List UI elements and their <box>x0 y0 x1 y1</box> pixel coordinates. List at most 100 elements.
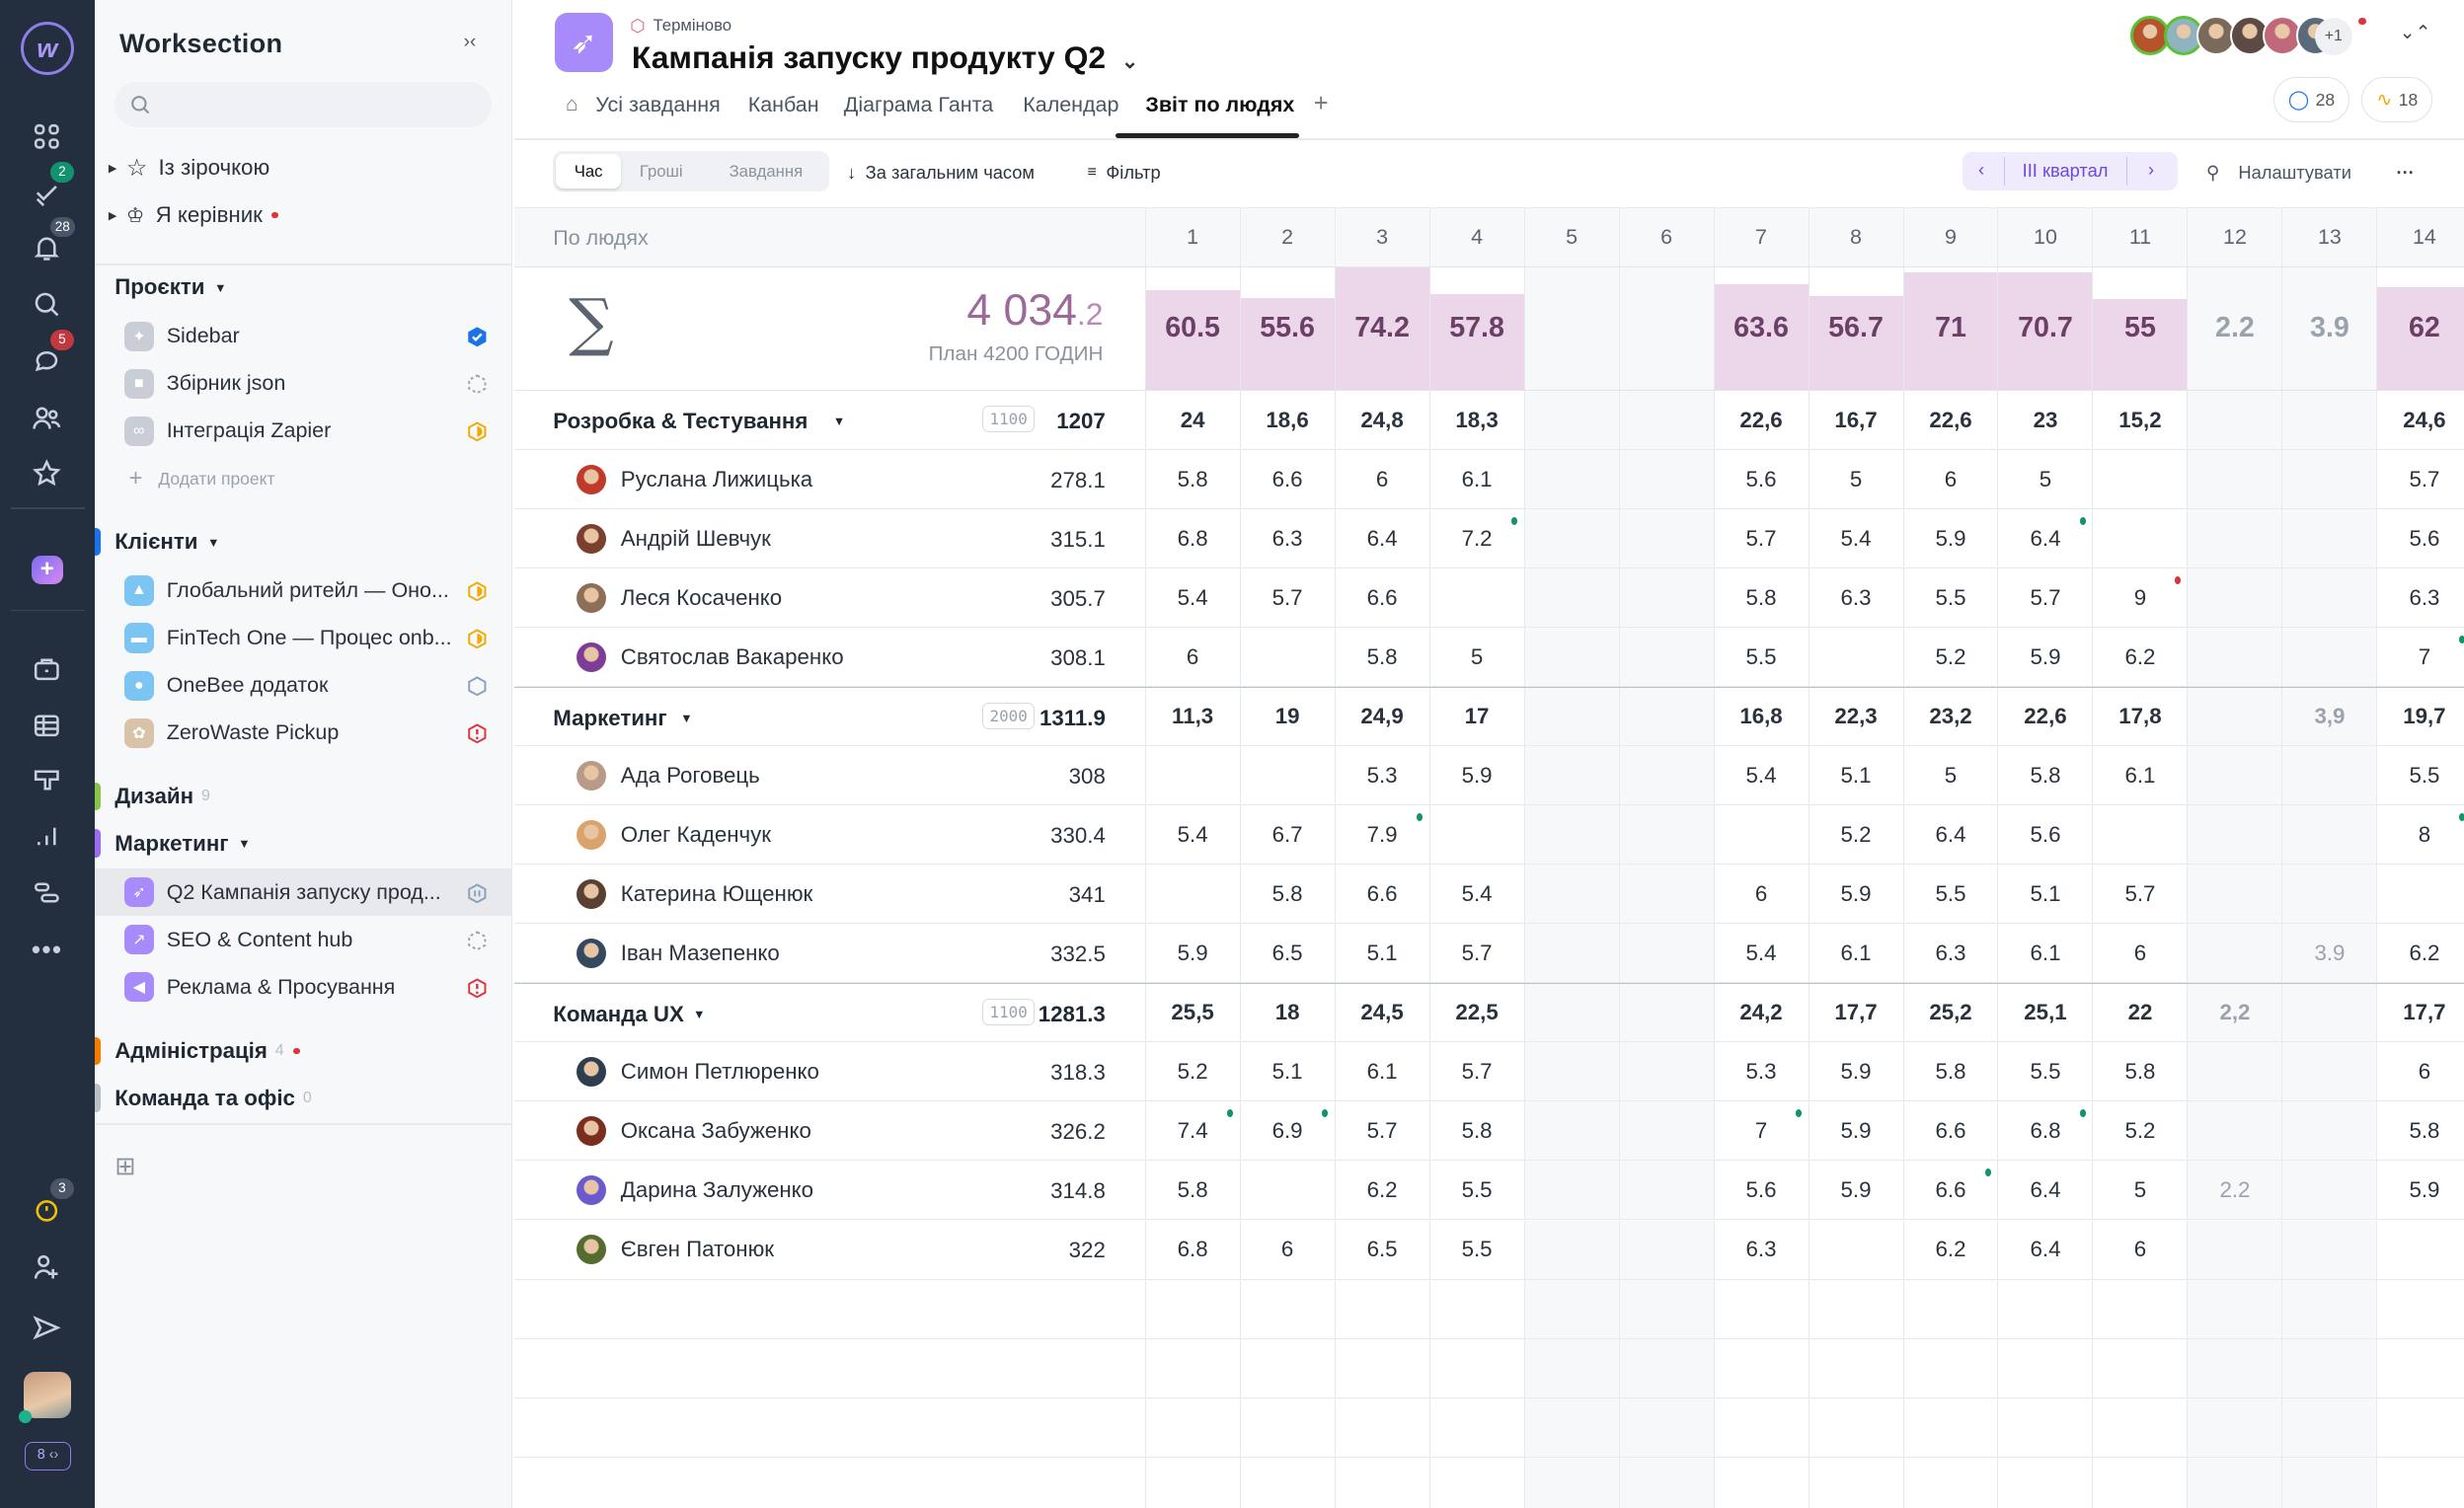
person-day-cell[interactable]: 5.7 <box>1334 1101 1429 1161</box>
more-options-button[interactable]: ··· <box>2396 162 2415 184</box>
members-more[interactable]: +1 <box>2314 17 2352 55</box>
tab-all-tasks[interactable]: Усі завдання <box>595 92 721 116</box>
person-day-cell[interactable]: 5.5 <box>2376 746 2464 805</box>
person-day-cell[interactable]: 7.4 <box>1144 1101 1240 1161</box>
person-row[interactable]: Оксана Забуженко 326.2 7.4 6.9 5.7 5.8 7 5.9 6.6… <box>513 1101 2464 1162</box>
person-day-cell[interactable]: 5.9 <box>1808 1161 1903 1220</box>
add-folder-icon[interactable]: ⊞ <box>115 1152 136 1180</box>
person-day-cell[interactable]: 6.1 <box>1997 924 2092 983</box>
tab-gantt[interactable]: Діаграма Ганта <box>843 92 994 116</box>
favorites-manager[interactable]: ▶ ♔ Я керівник <box>95 191 512 239</box>
user-avatar[interactable] <box>23 1371 71 1419</box>
person-name-cell[interactable]: Симон Петлюренко <box>577 1056 819 1088</box>
person-day-cell[interactable]: 5 <box>1428 628 1524 687</box>
person-day-cell[interactable]: 5.5 <box>1713 628 1809 687</box>
member-avatar[interactable] <box>2196 15 2237 55</box>
person-day-cell[interactable]: 5.8 <box>1428 1101 1524 1161</box>
send-icon[interactable] <box>29 1309 66 1346</box>
people-icon[interactable] <box>29 399 66 436</box>
person-name-cell[interactable]: Іван Мазепенко <box>577 938 780 968</box>
person-day-cell[interactable]: 5.9 <box>1808 1042 1903 1101</box>
tab-calendar[interactable]: Календар <box>1023 92 1119 116</box>
person-day-cell[interactable]: 5.9 <box>1428 746 1524 805</box>
previous-period-button[interactable]: ‹ <box>1978 158 1985 180</box>
sidebar-section-admin[interactable]: Адміністрація 4 <box>94 1027 512 1075</box>
group-name[interactable]: Маркетинг <box>553 705 667 730</box>
person-day-cell[interactable]: 6.4 <box>1334 509 1429 568</box>
person-day-cell[interactable]: 5.8 <box>1334 628 1429 687</box>
person-day-cell[interactable]: 5.9 <box>1808 1101 1903 1161</box>
person-day-cell[interactable]: 7.2 <box>1428 509 1524 568</box>
person-day-cell[interactable]: 5.7 <box>1428 1042 1524 1101</box>
person-row[interactable]: Святослав Вакаренко 308.1 6 5.8 5 5.5 5.2 5.9 6.… <box>513 628 2464 688</box>
person-day-cell[interactable]: 5.8 <box>2376 1101 2464 1161</box>
person-day-cell[interactable]: 5.5 <box>1902 568 1998 628</box>
person-day-cell[interactable]: 6.5 <box>1239 924 1335 983</box>
person-day-cell[interactable]: 5.8 <box>1144 1161 1240 1220</box>
sidebar-search-input[interactable] <box>115 81 493 127</box>
person-row[interactable]: Ада Роговець 308 5.3 5.9 5.4 5.1 5 5.8 6.1 5.5 <box>513 746 2464 806</box>
person-day-cell[interactable]: 5.1 <box>1239 1042 1335 1101</box>
person-day-cell[interactable]: 6.5 <box>1334 1220 1429 1279</box>
chart-icon[interactable] <box>29 818 66 856</box>
person-day-cell[interactable]: 6 <box>1144 628 1240 687</box>
person-day-cell[interactable]: 6.2 <box>2376 924 2464 983</box>
person-day-cell[interactable]: 6.4 <box>1997 1220 2092 1279</box>
segment-money[interactable]: Гроші <box>639 161 683 181</box>
person-name-cell[interactable]: Оксана Забуженко <box>577 1115 811 1147</box>
person-day-cell[interactable]: 6 <box>1713 865 1809 924</box>
person-day-cell[interactable]: 6 <box>1334 450 1429 509</box>
person-day-cell[interactable]: 5.4 <box>1144 568 1240 628</box>
create-button[interactable]: + <box>31 556 63 585</box>
person-day-cell[interactable]: 5.6 <box>1997 805 2092 865</box>
project-rocket-icon[interactable]: ➶ <box>554 12 613 73</box>
person-row[interactable]: Олег Каденчук 330.4 5.4 6.7 7.9 5.2 6.4 5.6 8 <box>513 805 2464 866</box>
person-day-cell[interactable]: 5.4 <box>1713 746 1809 805</box>
chat-icon[interactable]: 5 <box>29 330 74 380</box>
person-day-cell[interactable]: 5.9 <box>1808 865 1903 924</box>
person-day-cell[interactable]: 5.7 <box>1713 509 1809 568</box>
star-icon[interactable] <box>29 454 66 491</box>
chevron-down-icon[interactable]: ⌄ <box>1120 49 1139 73</box>
person-day-cell[interactable]: 5.2 <box>1902 628 1998 687</box>
person-day-cell[interactable]: 6.3 <box>1239 509 1335 568</box>
person-day-cell[interactable]: 6.8 <box>1997 1101 2092 1161</box>
group-name[interactable]: Розробка & Тестування <box>553 408 808 433</box>
person-day-cell[interactable]: 5.9 <box>1997 628 2092 687</box>
timer-icon[interactable]: 3 <box>29 1177 74 1229</box>
bell-icon[interactable]: 28 <box>29 216 75 266</box>
person-day-cell[interactable]: 6.3 <box>1902 924 1998 983</box>
person-day-cell[interactable]: 5.2 <box>1808 805 1903 865</box>
person-day-cell[interactable]: 6 <box>1239 1220 1335 1279</box>
member-avatar[interactable] <box>2229 15 2270 55</box>
person-day-cell[interactable]: 5.1 <box>1997 865 2092 924</box>
group-row[interactable]: Розробка & Тестування ▼ 1100 1207 24 18,6 24,8… <box>513 391 2464 451</box>
person-day-cell[interactable]: 6.1 <box>1808 924 1903 983</box>
person-name-cell[interactable]: Катерина Ющенюк <box>577 878 812 909</box>
sidebar-section-design[interactable]: Дизайн 9 <box>94 773 512 820</box>
person-day-cell[interactable]: 5.8 <box>1902 1042 1998 1101</box>
person-day-cell[interactable]: 2.2 <box>2187 1161 2282 1220</box>
person-day-cell[interactable]: 5.4 <box>1808 509 1903 568</box>
person-day-cell[interactable]: 6.1 <box>1428 450 1524 509</box>
person-day-cell[interactable]: 5.9 <box>1144 924 1240 983</box>
more-icon[interactable]: ••• <box>31 936 63 964</box>
sidebar-section-office[interactable]: Команда та офіс 0 <box>94 1075 512 1122</box>
group-row[interactable]: Команда UX ▼ 1100 1281.3 25,5 18 24,5 22,5 24,2 1… <box>513 983 2464 1043</box>
add-view-button[interactable]: + <box>1313 89 1329 117</box>
person-day-cell[interactable]: 3.9 <box>2281 924 2377 983</box>
person-day-cell[interactable]: 5.6 <box>1713 450 1809 509</box>
segment-time[interactable]: Час <box>556 153 621 188</box>
person-day-cell[interactable]: 5.8 <box>1713 568 1809 628</box>
sidebar-project-item[interactable]: ▬ FinTech One — Процес onb... <box>95 615 512 662</box>
caret-down-icon[interactable]: ▼ <box>692 1006 706 1021</box>
person-name-cell[interactable]: Леся Косаченко <box>577 582 782 613</box>
group-name[interactable]: Команда UX <box>553 1001 684 1026</box>
person-day-cell[interactable]: 6.3 <box>2376 568 2464 628</box>
sidebar-project-item[interactable]: ∞ Інтеграція Zapier <box>95 408 512 455</box>
person-day-cell[interactable]: 6.6 <box>1334 865 1429 924</box>
person-day-cell[interactable]: 6.1 <box>2092 746 2187 805</box>
person-name-cell[interactable]: Андрій Шевчук <box>577 523 771 554</box>
person-day-cell[interactable]: 5.7 <box>1239 568 1335 628</box>
sidebar-project-item[interactable]: ● OneBee додаток <box>95 662 512 710</box>
